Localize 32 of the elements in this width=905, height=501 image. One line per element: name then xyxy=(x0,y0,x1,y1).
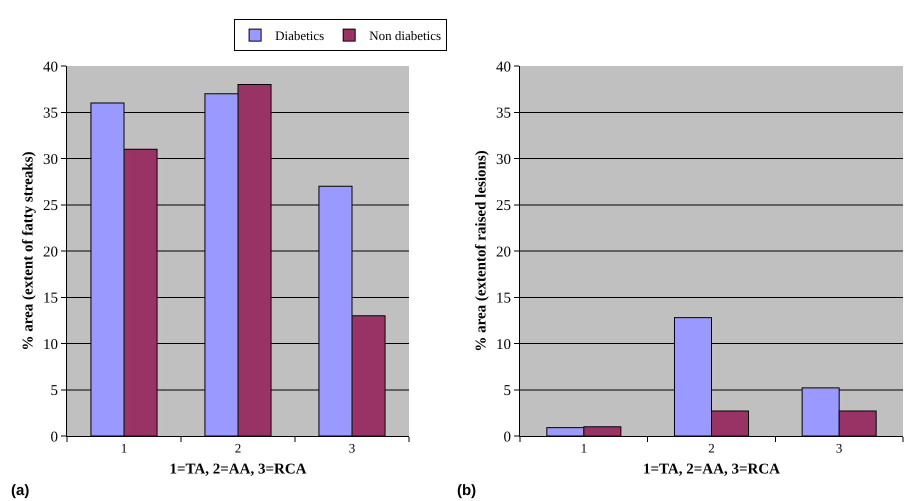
y-tick-label: 20 xyxy=(43,244,58,260)
y-tick-label: 25 xyxy=(496,198,511,214)
y-tick-label: 10 xyxy=(43,336,58,353)
legend-label: Diabetics xyxy=(275,28,324,44)
y-tick-label: 40 xyxy=(43,59,58,76)
y-tick-label: 5 xyxy=(50,383,58,399)
y-tick-label: 35 xyxy=(43,106,58,122)
y-tick-label: 15 xyxy=(496,290,511,306)
y-tick-label: 35 xyxy=(496,106,511,122)
x-axis-title: 1=TA, 2=AA, 3=RCA xyxy=(169,462,307,478)
y-tick-label: 30 xyxy=(496,152,511,168)
legend-label: Non diabetics xyxy=(369,28,442,44)
y-tick-label: 0 xyxy=(50,429,58,446)
x-tick-label: 1 xyxy=(120,440,128,456)
y-axis-title: % area (extentof raised lesions) xyxy=(473,150,490,352)
x-tick-label: 2 xyxy=(234,440,242,456)
x-tick-label: 2 xyxy=(708,440,715,456)
y-tick-label: 30 xyxy=(43,152,58,168)
y-tick-label: 20 xyxy=(496,244,511,260)
y-tick-label: 25 xyxy=(43,198,58,214)
x-tick-label: 1 xyxy=(580,440,588,456)
y-axis-title: % area (extent of fatty streaks) xyxy=(20,152,36,350)
y-tick-label: 5 xyxy=(504,383,511,399)
y-tick-label: 40 xyxy=(496,59,511,76)
y-tick-label: 0 xyxy=(504,429,511,446)
y-tick-label: 15 xyxy=(43,290,58,306)
y-tick-label: 10 xyxy=(496,336,511,353)
x-tick-label: 3 xyxy=(348,440,356,456)
x-tick-label: 3 xyxy=(836,440,842,456)
text: (a) xyxy=(11,482,30,499)
x-axis-title: 1=TA, 2=AA, 3=RCA xyxy=(642,462,780,478)
text: (b) xyxy=(457,482,476,499)
